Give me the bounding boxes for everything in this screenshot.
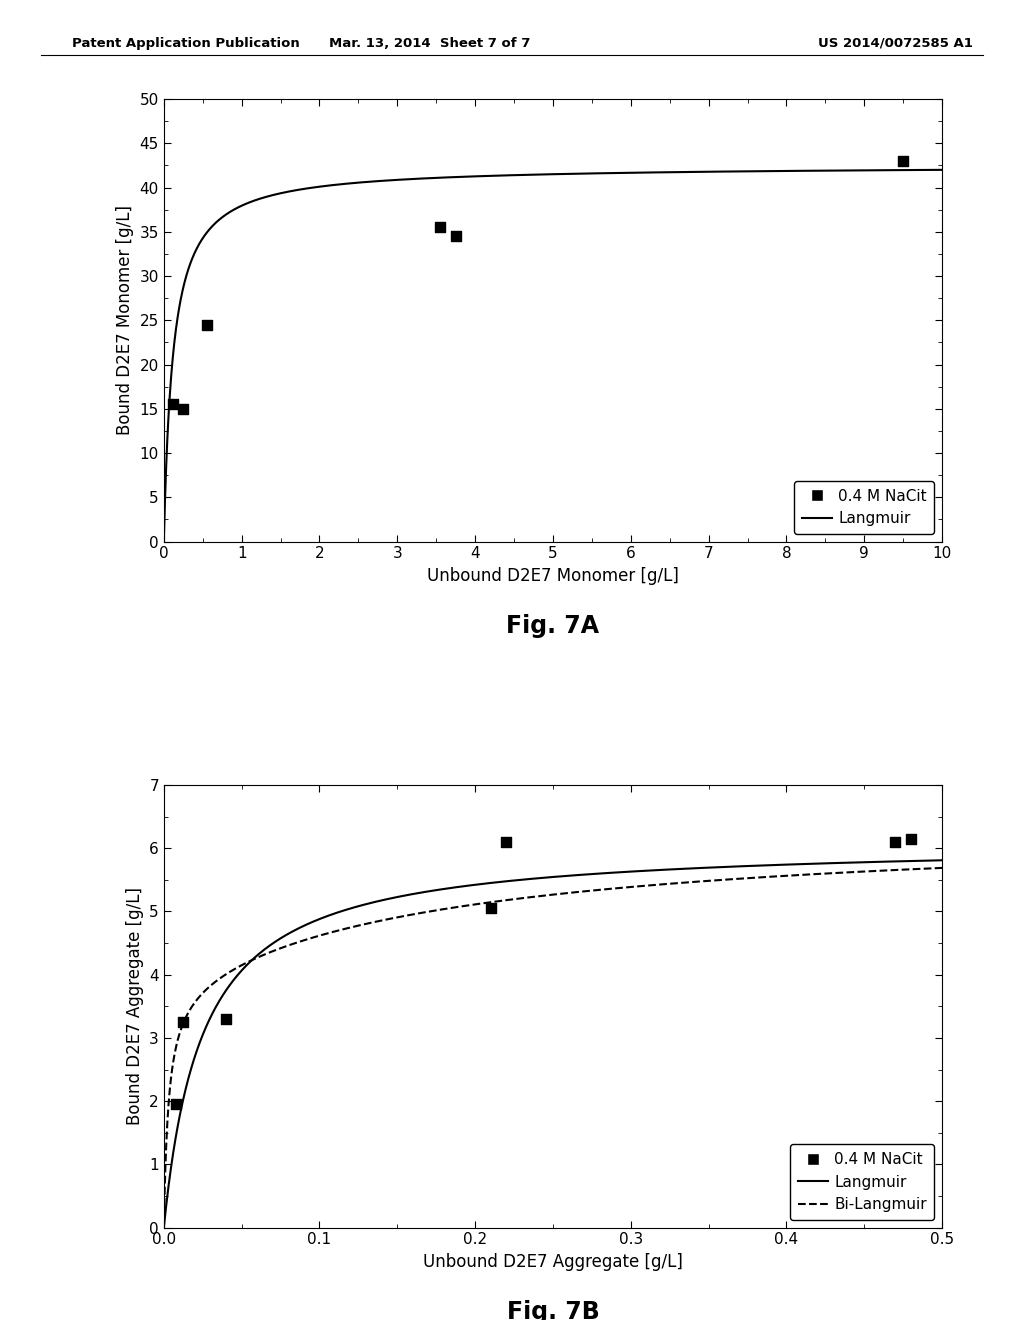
Point <box>168 1094 184 1115</box>
Legend: 0.4 M NaCit, Langmuir, Bi-Langmuir: 0.4 M NaCit, Langmuir, Bi-Langmuir <box>790 1144 935 1220</box>
Text: Fig. 7A: Fig. 7A <box>507 614 599 638</box>
Text: Mar. 13, 2014  Sheet 7 of 7: Mar. 13, 2014 Sheet 7 of 7 <box>330 37 530 50</box>
Point <box>432 216 449 238</box>
Point <box>175 399 191 420</box>
Point <box>498 832 514 853</box>
Point <box>447 226 464 247</box>
Point <box>482 898 499 919</box>
Point <box>887 832 903 853</box>
Point <box>199 314 215 335</box>
Y-axis label: Bound D2E7 Aggregate [g/L]: Bound D2E7 Aggregate [g/L] <box>126 887 143 1126</box>
Legend: 0.4 M NaCit, Langmuir: 0.4 M NaCit, Langmuir <box>794 480 935 535</box>
X-axis label: Unbound D2E7 Aggregate [g/L]: Unbound D2E7 Aggregate [g/L] <box>423 1253 683 1271</box>
Y-axis label: Bound D2E7 Monomer [g/L]: Bound D2E7 Monomer [g/L] <box>116 206 134 436</box>
Point <box>903 828 920 849</box>
Text: US 2014/0072585 A1: US 2014/0072585 A1 <box>818 37 973 50</box>
Point <box>174 1011 190 1032</box>
Text: Patent Application Publication: Patent Application Publication <box>72 37 299 50</box>
Point <box>165 393 181 414</box>
Text: Fig. 7B: Fig. 7B <box>507 1300 599 1320</box>
Point <box>218 1008 234 1030</box>
X-axis label: Unbound D2E7 Monomer [g/L]: Unbound D2E7 Monomer [g/L] <box>427 568 679 585</box>
Point <box>895 150 911 172</box>
